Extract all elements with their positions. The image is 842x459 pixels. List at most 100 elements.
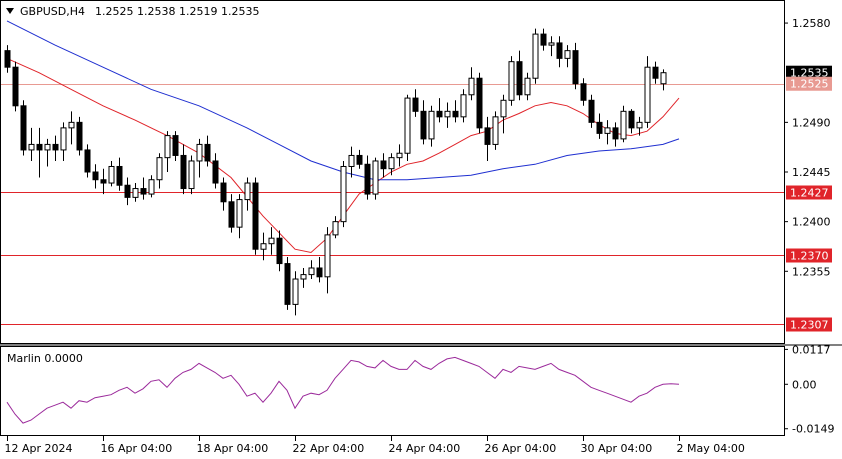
candle-bull [620,110,627,140]
candle-bear [76,121,83,151]
candle-bull [460,94,467,118]
candle-bull [636,121,643,129]
candle-bull [388,157,395,170]
candle-bear [84,149,91,173]
candle-bear [452,110,459,118]
candle-bear [596,121,603,134]
horizontal-levels [1,84,784,325]
candle-bear [484,127,491,145]
candle-bear [100,179,107,184]
candle-bear [580,83,587,101]
ohlc-label: 1.2525 1.2538 1.2519 1.2535 [95,5,259,18]
moving-average-line [6,20,680,181]
time-tick-label: 22 Apr 04:00 [293,442,365,455]
bid-price-tag [786,76,832,91]
candle-bear [212,160,219,184]
candle-bull [340,165,347,223]
candle-bull [444,110,451,118]
candle-bear [436,110,443,118]
candle-bull [524,77,531,96]
candle-bear [276,237,283,265]
candle-bear [588,99,595,123]
price-axis: 1.2427 1.2370 1.2307 1.2580 1.2490 1.2445 1.24… [784,17,832,332]
candle-bull [428,110,435,140]
candle-bull [132,188,139,198]
candle-bear [572,50,579,85]
candle-bear [12,66,19,107]
candle-bear [628,110,635,129]
bid-price-label: 1.2525 [790,78,829,91]
candle-bull [28,143,35,151]
indicator-tick-label: 0.00 [792,378,817,391]
candle-bull [244,182,251,201]
indicator-tick-label: -0.0149 [792,423,834,436]
candle-bull [268,237,275,245]
price-tick-label: 1.2445 [792,166,831,179]
candle-bull [188,160,195,190]
candle-bull [300,274,307,280]
candle-bull [108,165,115,184]
price-tick-label: 1.2580 [792,17,831,30]
marlin-indicator: 0.0117 0.00 -0.0149 [6,343,834,436]
candle-bull [500,99,507,118]
candle-bear [380,160,387,170]
candle-bear [116,165,123,186]
time-tick-label: 16 Apr 04:00 [101,442,173,455]
indicator-tick-label: 0.0117 [792,343,831,356]
candle-bear [516,61,523,96]
indicator-frame [0,346,785,436]
candle-bull [196,143,203,162]
time-tick-label: 26 Apr 04:00 [485,442,557,455]
current-price-label: 1.2535 [790,67,829,80]
candle-bear [316,267,323,278]
candles [4,28,667,316]
candle-bear [228,201,235,228]
candle-bull [292,278,299,305]
candle-bull [164,135,171,159]
candle-bear [476,77,483,129]
candle-bull [564,50,571,59]
candle-bear [284,263,291,305]
dropdown-triangle-icon[interactable] [6,8,14,14]
time-tick-label: 12 Apr 2024 [5,442,73,455]
candle-bear [36,143,43,151]
candle-bull [324,234,331,278]
time-tick-label: 30 Apr 04:00 [581,442,653,455]
level-price-tag [786,185,832,200]
candle-bear [356,154,363,165]
candle-bull [348,154,355,167]
candle-bear [140,188,147,195]
candle-bull [156,157,163,181]
indicator-label: Marlin 0.0000 [7,352,83,365]
candle-bull [372,160,379,195]
candle-bull [332,221,339,236]
candle-bear [556,42,563,59]
candle-bull [68,121,75,129]
candle-bull [604,127,611,134]
candle-bear [540,33,547,46]
candle-bear [420,110,427,140]
candle-bull [60,127,67,151]
candle-bear [124,184,131,198]
level-price-label: 1.2370 [790,250,829,263]
candle-bear [172,135,179,156]
price-tick-label: 1.2490 [792,116,831,129]
candle-bear [204,143,211,162]
candle-bull [492,116,499,145]
candle-bear [412,97,419,112]
price-tick-label: 1.2400 [792,216,831,229]
candle-bull [148,179,155,195]
time-tick-label: 2 May 04:00 [677,442,745,455]
candle-bull [308,267,315,276]
symbol-label: GBPUSD,H4 [20,5,85,18]
candle-bull [236,199,243,228]
candle-bull [44,143,51,151]
level-price-tag [786,317,832,332]
candle-bear [92,171,99,181]
price-tick-label: 1.2355 [792,265,831,278]
candle-bear [612,127,619,140]
candle-bear [652,66,659,79]
candle-bull [396,152,403,159]
time-tick-label: 18 Apr 04:00 [197,442,269,455]
